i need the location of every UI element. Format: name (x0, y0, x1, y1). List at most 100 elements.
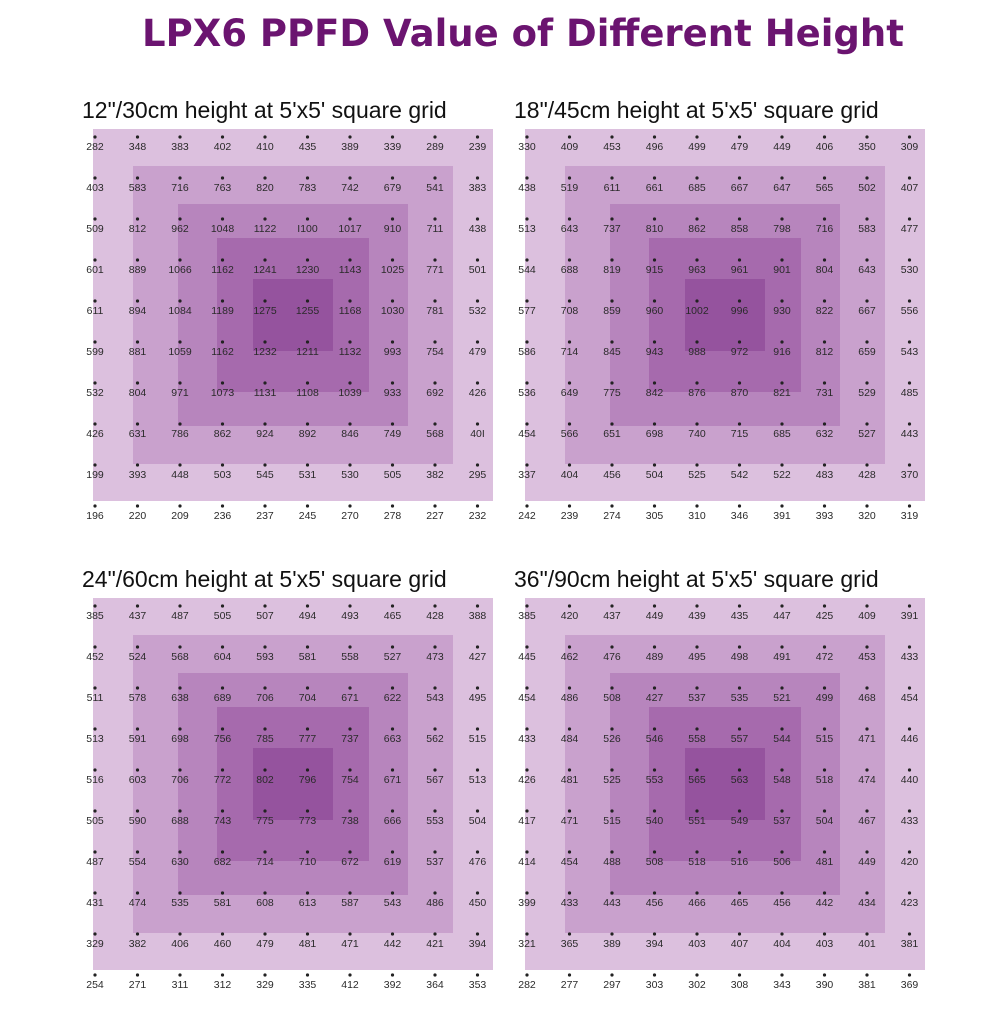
ppfd-value: 775 (603, 387, 621, 399)
ppfd-value: 428 (858, 469, 876, 481)
ppfd-value: 862 (688, 223, 706, 235)
measure-point (907, 727, 912, 731)
ppfd-value: 389 (341, 141, 359, 153)
ppfd-value: 586 (518, 346, 536, 358)
ppfd-value: 783 (299, 182, 317, 194)
measure-point (567, 381, 572, 385)
ppfd-value: 295 (469, 469, 487, 481)
ppfd-value: 619 (384, 856, 402, 868)
measure-point (263, 645, 267, 649)
ppfd-value: 309 (901, 141, 919, 153)
measure-point (220, 463, 225, 467)
ppfd-value: 438 (518, 182, 536, 194)
ppfd-value: 798 (773, 223, 791, 235)
ppfd-value: 540 (646, 815, 664, 827)
ppfd-value: 456 (646, 897, 664, 909)
ppfd-value: 407 (731, 938, 749, 950)
ppfd-value: 525 (603, 774, 621, 786)
measure-point (780, 299, 784, 303)
ppfd-value: 506 (773, 856, 791, 868)
heatmap-panel-36in: 36"/90cm height at 5'x5' square grid 385… (514, 566, 954, 1016)
measure-point (737, 299, 742, 303)
ppfd-value: 611 (87, 305, 104, 317)
ppfd-value: 426 (469, 387, 487, 399)
measure-point (348, 809, 352, 813)
ppfd-value: 558 (688, 733, 706, 745)
measure-point (220, 381, 225, 385)
ppfd-value: 311 (172, 979, 189, 991)
ppfd-value: 532 (86, 387, 104, 399)
ppfd-value: 543 (384, 897, 402, 909)
measure-point (525, 768, 529, 772)
ppfd-value: 282 (518, 979, 536, 991)
measure-point (348, 850, 352, 854)
measure-point (567, 422, 572, 426)
measure-point (390, 604, 395, 608)
measure-point (220, 258, 225, 262)
ppfd-value: 274 (603, 510, 621, 522)
measure-point (780, 340, 784, 344)
measure-point (822, 176, 827, 180)
ppfd-value: 335 (299, 979, 317, 991)
ppfd-value: 481 (816, 856, 834, 868)
ppfd-value: 698 (171, 733, 189, 745)
ppfd-grid-24in: 385 437 487 505 507 494 493 465 428 388 452 524 568 6… (86, 598, 493, 991)
measure-point (135, 299, 140, 303)
measure-point (695, 768, 699, 772)
measure-point (220, 850, 225, 854)
measure-point (220, 217, 225, 221)
ppfd-value: 426 (518, 774, 536, 786)
measure-point (348, 973, 352, 977)
ppfd-value: 385 (518, 610, 536, 622)
measure-point (737, 973, 742, 977)
measure-point (907, 504, 912, 508)
measure-point (178, 135, 182, 139)
measure-point (567, 135, 572, 139)
measure-point (865, 217, 869, 221)
measure-point (93, 217, 97, 221)
measure-point (695, 645, 699, 649)
measure-point (695, 217, 699, 221)
ppfd-value: 591 (129, 733, 147, 745)
ppfd-value: 409 (858, 610, 876, 622)
measure-point (780, 809, 784, 813)
ppfd-value: 548 (773, 774, 791, 786)
measure-point (907, 604, 912, 608)
measure-point (433, 340, 437, 344)
measure-point (305, 809, 310, 813)
measure-point (695, 604, 699, 608)
measure-point (907, 422, 912, 426)
ppfd-value: 407 (901, 182, 919, 194)
measure-point (652, 973, 657, 977)
measure-point (567, 645, 572, 649)
measure-point (567, 604, 572, 608)
ppfd-value: 369 (901, 979, 919, 991)
measure-point (525, 809, 529, 813)
ppfd-value: 754 (426, 346, 444, 358)
ppfd-value: 688 (171, 815, 189, 827)
ppfd-value: 796 (299, 774, 317, 786)
measure-point (610, 727, 614, 731)
ppfd-value: 453 (603, 141, 621, 153)
ppfd-value: 364 (426, 979, 444, 991)
ppfd-value: 522 (773, 469, 791, 481)
measure-point (865, 504, 869, 508)
measure-point (135, 504, 140, 508)
ppfd-value: 495 (469, 692, 487, 704)
ppfd-value: 393 (816, 510, 834, 522)
ppfd-value: 649 (561, 387, 579, 399)
ppfd-value: 239 (469, 141, 487, 153)
measure-point (305, 768, 310, 772)
ppfd-value: 632 (816, 428, 834, 440)
ppfd-value: 1143 (339, 264, 362, 276)
ppfd-value: 716 (171, 182, 189, 194)
measure-point (525, 176, 529, 180)
ppfd-value: 312 (214, 979, 232, 991)
ppfd-value: 426 (86, 428, 104, 440)
measure-point (178, 463, 182, 467)
measure-point (348, 135, 352, 139)
measure-point (390, 973, 395, 977)
ppfd-value: 961 (731, 264, 749, 276)
ppfd-value: 433 (901, 651, 919, 663)
measure-point (220, 768, 225, 772)
